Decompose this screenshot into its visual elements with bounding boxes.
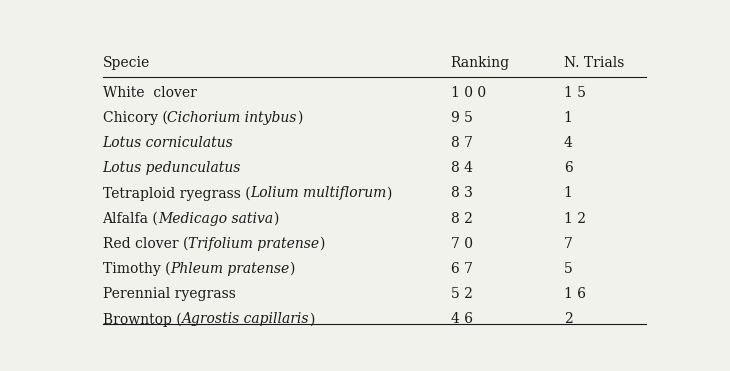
Text: 6 7: 6 7 <box>450 262 472 276</box>
Text: Red clover (: Red clover ( <box>102 237 188 251</box>
Text: 8 3: 8 3 <box>450 187 472 200</box>
Text: 4: 4 <box>564 136 572 150</box>
Text: Specie: Specie <box>102 56 150 70</box>
Text: ): ) <box>319 237 324 251</box>
Text: Trifolium pratense: Trifolium pratense <box>188 237 319 251</box>
Text: 6: 6 <box>564 161 572 175</box>
Text: 7 0: 7 0 <box>450 237 472 251</box>
Text: Lotus corniculatus: Lotus corniculatus <box>102 136 234 150</box>
Text: 1: 1 <box>564 187 572 200</box>
Text: 1 6: 1 6 <box>564 287 585 301</box>
Text: 7: 7 <box>564 237 572 251</box>
Text: Perennial ryegrass: Perennial ryegrass <box>102 287 236 301</box>
Text: N. Trials: N. Trials <box>564 56 624 70</box>
Text: Lolium multiflorum: Lolium multiflorum <box>250 187 386 200</box>
Text: 8 4: 8 4 <box>450 161 472 175</box>
Text: ): ) <box>309 312 314 326</box>
Text: White  clover: White clover <box>102 86 196 100</box>
Text: 5: 5 <box>564 262 572 276</box>
Text: 4 6: 4 6 <box>450 312 472 326</box>
Text: Browntop (: Browntop ( <box>102 312 181 326</box>
Text: 1: 1 <box>564 111 572 125</box>
Text: 8 7: 8 7 <box>450 136 472 150</box>
Text: 1 2: 1 2 <box>564 211 585 226</box>
Text: ): ) <box>386 187 392 200</box>
Text: Agrostis capillaris: Agrostis capillaris <box>181 312 309 326</box>
Text: 1 5: 1 5 <box>564 86 585 100</box>
Text: Chicory (: Chicory ( <box>102 111 167 125</box>
Text: Timothy (: Timothy ( <box>102 262 170 276</box>
Text: Alfalfa (: Alfalfa ( <box>102 211 158 226</box>
Text: ): ) <box>274 211 279 226</box>
Text: Phleum pratense: Phleum pratense <box>170 262 289 276</box>
Text: Lotus pedunculatus: Lotus pedunculatus <box>102 161 241 175</box>
Text: Ranking: Ranking <box>450 56 510 70</box>
Text: 2: 2 <box>564 312 572 326</box>
Text: Medicago sativa: Medicago sativa <box>158 211 274 226</box>
Text: Tetraploid ryegrass (: Tetraploid ryegrass ( <box>102 187 250 201</box>
Text: 9 5: 9 5 <box>450 111 472 125</box>
Text: 1 0 0: 1 0 0 <box>450 86 485 100</box>
Text: 8 2: 8 2 <box>450 211 472 226</box>
Text: 5 2: 5 2 <box>450 287 472 301</box>
Text: ): ) <box>289 262 295 276</box>
Text: Cichorium intybus: Cichorium intybus <box>167 111 296 125</box>
Text: ): ) <box>296 111 302 125</box>
